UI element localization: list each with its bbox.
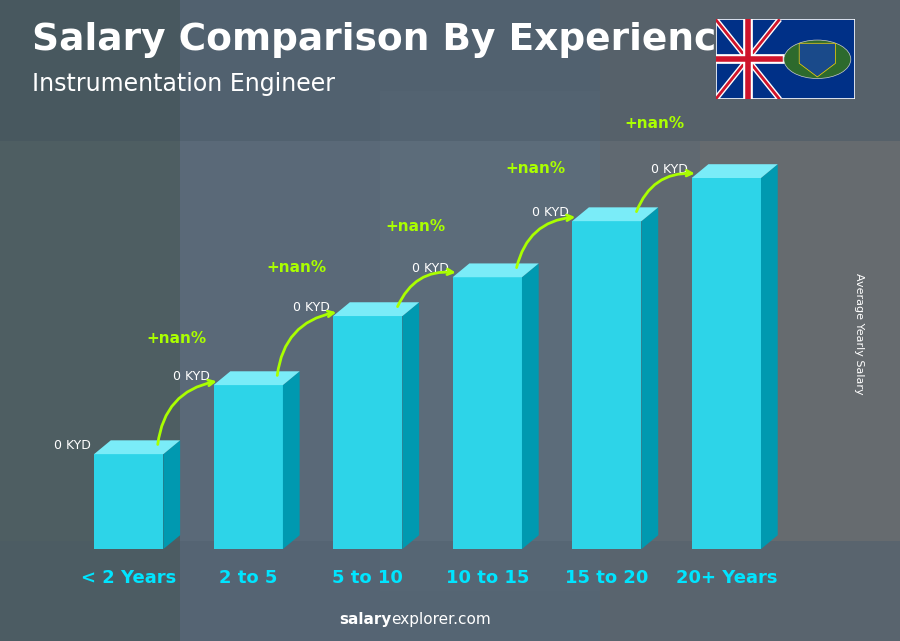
Text: 0 KYD: 0 KYD bbox=[652, 163, 688, 176]
Polygon shape bbox=[453, 263, 539, 278]
Polygon shape bbox=[692, 164, 778, 178]
Text: Salary Comparison By Experience: Salary Comparison By Experience bbox=[32, 22, 742, 58]
Text: 0 KYD: 0 KYD bbox=[412, 262, 449, 275]
Polygon shape bbox=[283, 371, 300, 549]
Polygon shape bbox=[716, 19, 855, 99]
Polygon shape bbox=[453, 278, 522, 549]
Text: salary: salary bbox=[339, 612, 392, 627]
Polygon shape bbox=[572, 207, 658, 221]
Text: +nan%: +nan% bbox=[147, 331, 207, 346]
Polygon shape bbox=[761, 164, 778, 549]
Bar bbox=[380, 91, 600, 591]
Bar bbox=[0, 541, 900, 641]
Polygon shape bbox=[94, 454, 164, 549]
Text: +nan%: +nan% bbox=[625, 115, 685, 131]
Polygon shape bbox=[94, 440, 180, 454]
Text: Average Yearly Salary: Average Yearly Salary bbox=[854, 272, 865, 394]
Text: +nan%: +nan% bbox=[505, 161, 565, 176]
Polygon shape bbox=[213, 385, 283, 549]
Bar bbox=[0, 0, 180, 641]
Polygon shape bbox=[642, 207, 658, 549]
Polygon shape bbox=[799, 44, 835, 77]
Text: 0 KYD: 0 KYD bbox=[173, 370, 210, 383]
Bar bbox=[0, 0, 900, 141]
Text: 0 KYD: 0 KYD bbox=[532, 206, 569, 219]
Polygon shape bbox=[333, 316, 402, 549]
Text: +nan%: +nan% bbox=[385, 219, 446, 234]
Polygon shape bbox=[572, 221, 642, 549]
Polygon shape bbox=[692, 178, 761, 549]
Polygon shape bbox=[333, 303, 419, 316]
Polygon shape bbox=[213, 371, 300, 385]
Text: 0 KYD: 0 KYD bbox=[54, 439, 91, 452]
Bar bbox=[600, 0, 900, 641]
Text: Instrumentation Engineer: Instrumentation Engineer bbox=[32, 72, 335, 96]
Circle shape bbox=[784, 40, 850, 79]
Text: +nan%: +nan% bbox=[266, 260, 326, 275]
Polygon shape bbox=[402, 303, 419, 549]
Bar bbox=[180, 0, 380, 641]
Polygon shape bbox=[164, 440, 180, 549]
Bar bbox=[700, 141, 900, 541]
Text: 0 KYD: 0 KYD bbox=[292, 301, 329, 314]
Text: explorer.com: explorer.com bbox=[392, 612, 491, 627]
Polygon shape bbox=[522, 263, 539, 549]
